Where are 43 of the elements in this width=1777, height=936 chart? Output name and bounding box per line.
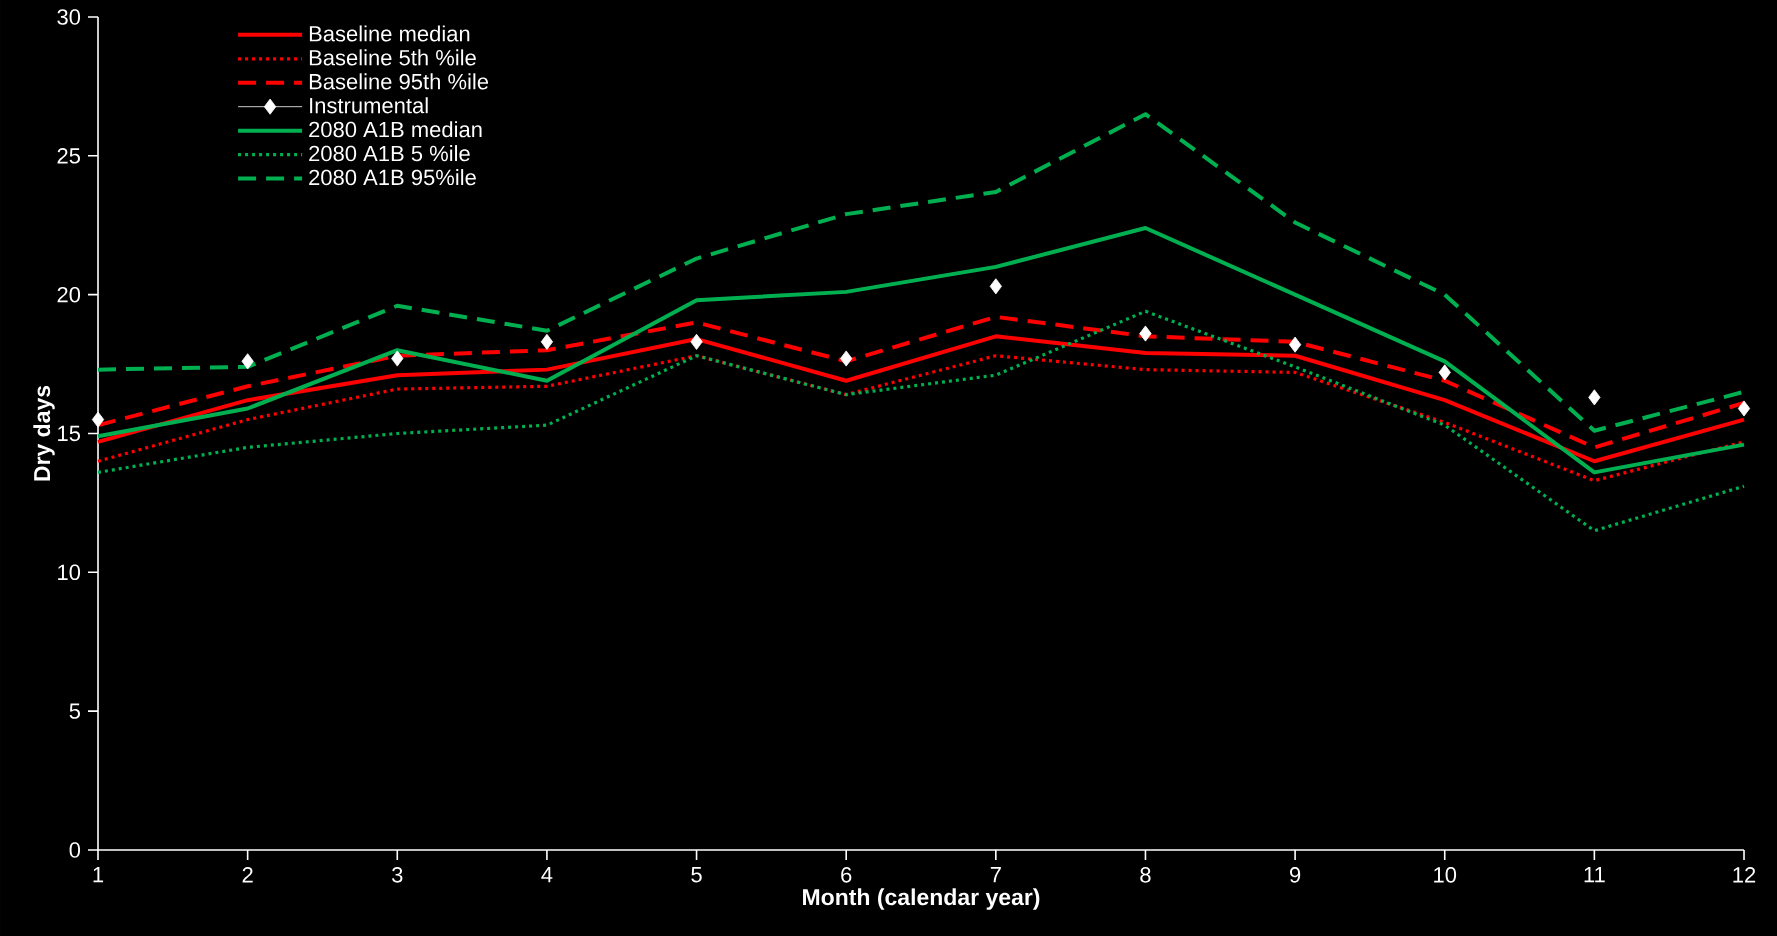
point [989,278,1002,295]
x-tick-label: 1 [93,867,104,883]
legend-label: 2080 A1B 5 %ile [309,145,470,162]
y-tick-label: 0 [69,842,81,858]
y-axis-title: Dry days [33,385,55,481]
x-tick-label: 10 [1434,867,1457,883]
x-tick-label: 7 [990,867,1001,883]
legend-label: Instrumental [310,97,428,114]
legend-label: Baseline median [309,25,470,42]
legend-label: Baseline 95th %ile [309,73,489,90]
point [1139,325,1152,342]
x-tick-label: 3 [392,867,403,883]
y-tick-label: 30 [57,9,81,25]
x-tick-label: 12 [1733,867,1756,883]
line-series [96,226,1747,475]
point [840,350,853,367]
x-tick-label: 8 [1140,867,1151,883]
y-tick-label: 15 [58,425,80,442]
point [540,333,554,350]
point [1289,336,1302,353]
y-tick-label: 5 [69,703,80,719]
point [391,350,404,367]
legend-label: Baseline 5th %ile [309,49,476,66]
x-tick-label: 2 [242,867,253,883]
y-tick-label: 20 [57,286,81,303]
y-tick-label: 10 [58,564,81,581]
x-axis-title: Month (calendar year) [803,888,1040,910]
point [1737,400,1751,417]
y-tick-label: 25 [57,148,80,164]
line-series [96,334,1747,464]
x-tick-label: 11 [1584,867,1605,883]
x-tick-label: 5 [691,867,702,883]
legend-label: 2080 A1B 95%ile [309,169,476,186]
point [690,333,703,350]
x-tick-label: 4 [541,867,553,883]
point [241,353,254,370]
legend-label: 2080 A1B median [309,121,482,138]
point [1438,364,1451,381]
x-tick-label: 6 [841,867,852,883]
point [91,411,105,428]
x-tick-label: 9 [1290,867,1301,883]
point [1588,389,1601,406]
line-series [96,309,1746,533]
